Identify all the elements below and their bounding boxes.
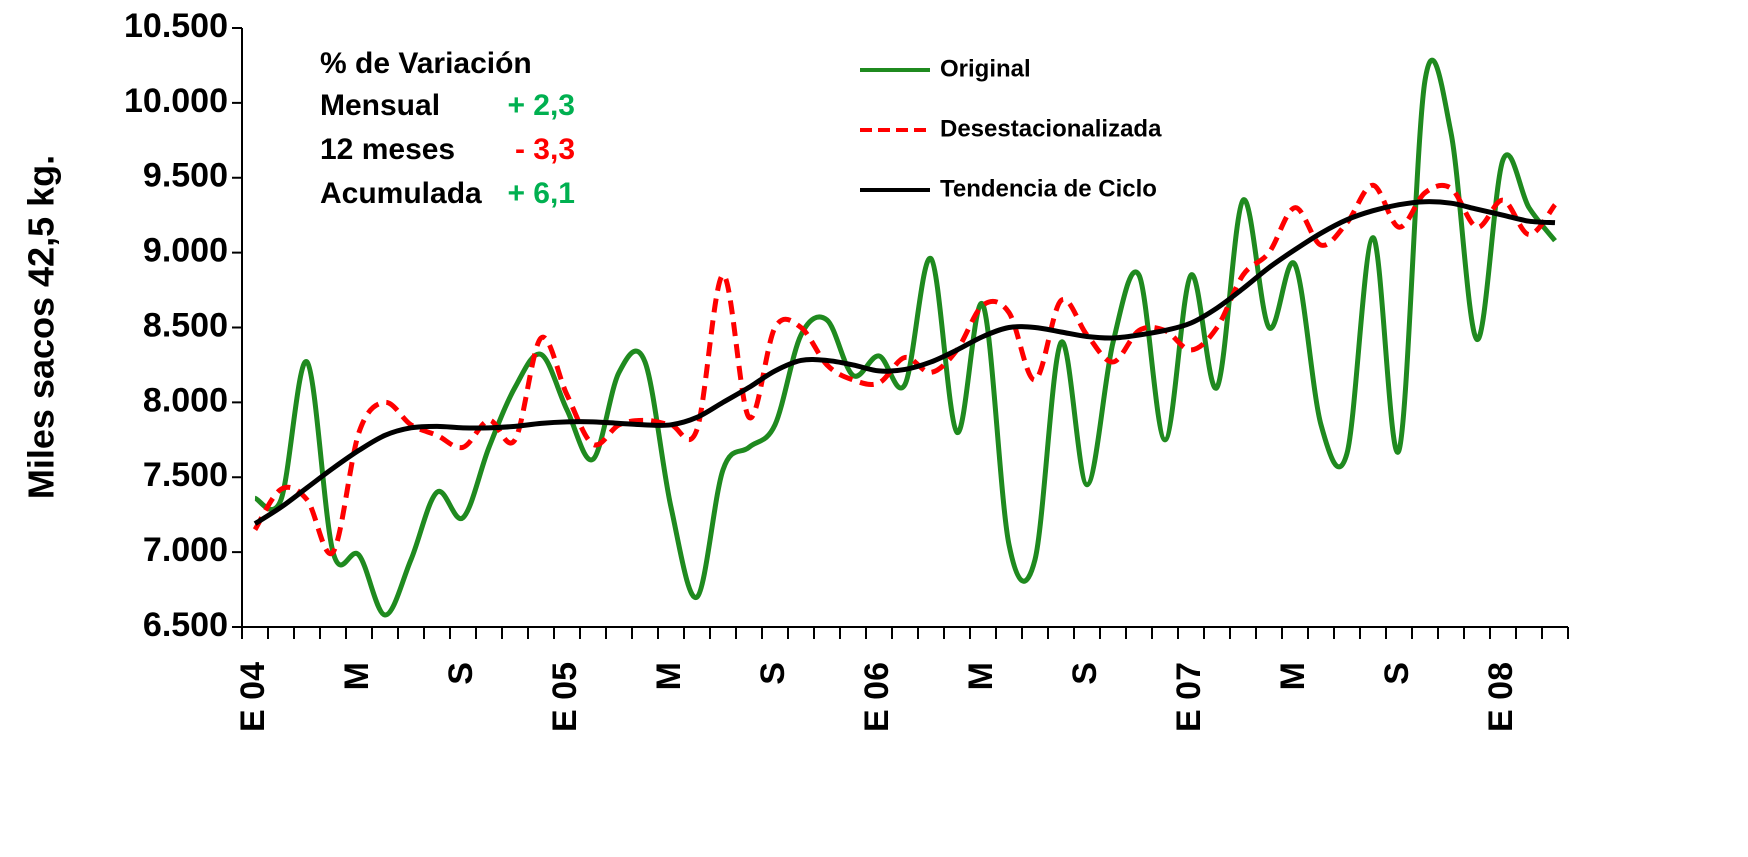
annotation-value: + 2,3 xyxy=(507,89,575,122)
annotation-label: Mensual xyxy=(320,89,440,122)
annotation-label: 12 meses xyxy=(320,133,455,166)
x-tick-label: S xyxy=(1378,662,1416,685)
y-tick-label: 8.000 xyxy=(143,381,228,419)
x-tick-label: E 08 xyxy=(1482,662,1520,732)
annotation-value: + 6,1 xyxy=(507,177,575,210)
legend-label: Tendencia de Ciclo xyxy=(940,175,1157,202)
y-axis-label: Miles sacos 42,5 kg. xyxy=(21,155,62,499)
x-tick-label: M xyxy=(650,662,688,690)
series-line xyxy=(252,182,1558,557)
x-tick-label: S xyxy=(1066,662,1104,685)
annotation-label: Acumulada xyxy=(320,177,482,210)
annotation-title: % de Variación xyxy=(320,47,532,80)
annotation-value: - 3,3 xyxy=(515,133,575,166)
y-tick-label: 7.000 xyxy=(143,531,228,569)
legend-label: Desestacionalizada xyxy=(940,115,1162,142)
legend-label: Original xyxy=(940,55,1031,82)
y-tick-label: 6.500 xyxy=(143,606,228,644)
series-line xyxy=(253,57,1557,618)
x-tick-label: M xyxy=(962,662,1000,690)
y-tick-label: 10.000 xyxy=(124,82,228,120)
x-tick-label: E 05 xyxy=(546,662,584,732)
y-tick-label: 9.000 xyxy=(143,232,228,270)
x-tick-label: S xyxy=(442,662,480,685)
y-tick-label: 8.500 xyxy=(143,306,228,344)
y-tick-label: 10.500 xyxy=(124,7,228,45)
x-tick-label: E 04 xyxy=(234,662,272,732)
y-tick-label: 7.500 xyxy=(143,456,228,494)
y-tick-label: 9.500 xyxy=(143,157,228,195)
x-tick-label: S xyxy=(754,662,792,685)
x-tick-label: M xyxy=(338,662,376,690)
series-line xyxy=(253,199,1556,526)
x-tick-label: E 06 xyxy=(858,662,896,732)
x-tick-label: E 07 xyxy=(1170,662,1208,732)
x-tick-label: M xyxy=(1274,662,1312,690)
